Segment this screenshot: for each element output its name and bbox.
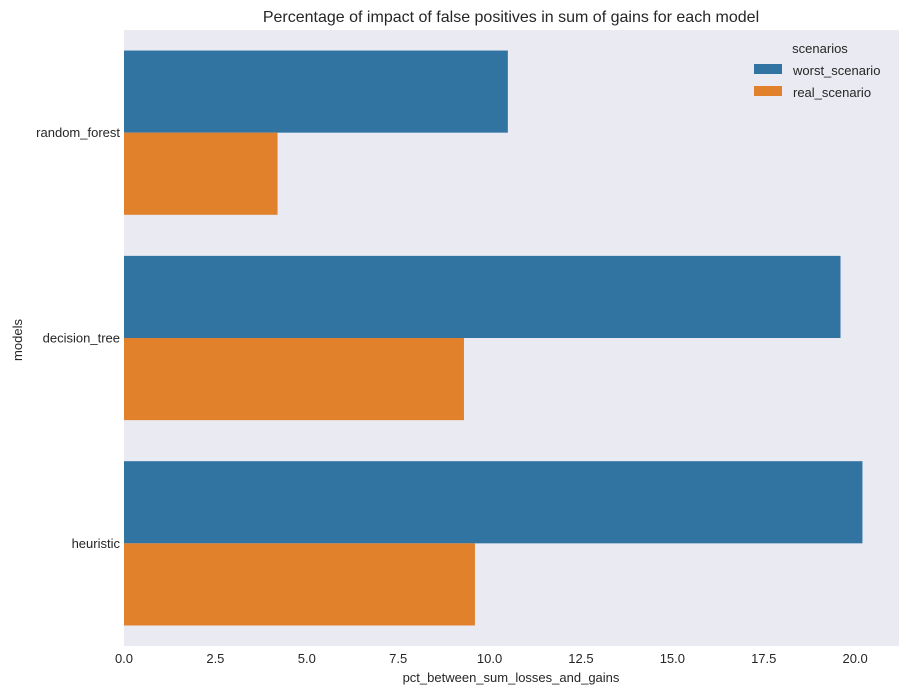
y-tick-label: random_forest xyxy=(36,125,120,140)
x-axis-label: pct_between_sum_losses_and_gains xyxy=(403,670,620,685)
y-tick-label: decision_tree xyxy=(43,331,120,346)
legend-swatch-worst-scenario xyxy=(754,64,782,74)
bar-decision-tree-real-scenario xyxy=(124,338,464,421)
bar-heuristic-real-scenario xyxy=(124,543,475,626)
legend-swatch-real-scenario xyxy=(754,86,782,96)
chart-title: Percentage of impact of false positives … xyxy=(263,9,759,26)
legend: scenarios worst_scenario real_scenario xyxy=(754,41,880,100)
legend-label-real-scenario: real_scenario xyxy=(793,85,871,100)
bar-random-forest-real-scenario xyxy=(124,132,278,215)
bar-heuristic-worst-scenario xyxy=(124,461,863,544)
x-tick-label: 10.0 xyxy=(477,651,502,666)
x-tick-label: 15.0 xyxy=(660,651,685,666)
x-tick-label: 5.0 xyxy=(298,651,316,666)
x-tick-label: 20.0 xyxy=(842,651,867,666)
y-tick-label: heuristic xyxy=(72,536,121,551)
x-tick-label: 17.5 xyxy=(751,651,776,666)
bars-layer xyxy=(124,50,863,626)
y-axis-label: models xyxy=(10,319,25,361)
x-tick-label: 2.5 xyxy=(206,651,224,666)
legend-title: scenarios xyxy=(792,41,848,56)
x-tick-label: 0.0 xyxy=(115,651,133,666)
x-tick-label: 7.5 xyxy=(389,651,407,666)
bar-decision-tree-worst-scenario xyxy=(124,255,841,338)
bar-random-forest-worst-scenario xyxy=(124,50,508,133)
x-tick-labels: 0.0 2.5 5.0 7.5 10.0 12.5 15.0 17.5 20.0 xyxy=(115,651,868,666)
x-tick-label: 12.5 xyxy=(568,651,593,666)
y-tick-labels: random_forest decision_tree heuristic xyxy=(36,125,120,551)
legend-label-worst-scenario: worst_scenario xyxy=(792,63,880,78)
